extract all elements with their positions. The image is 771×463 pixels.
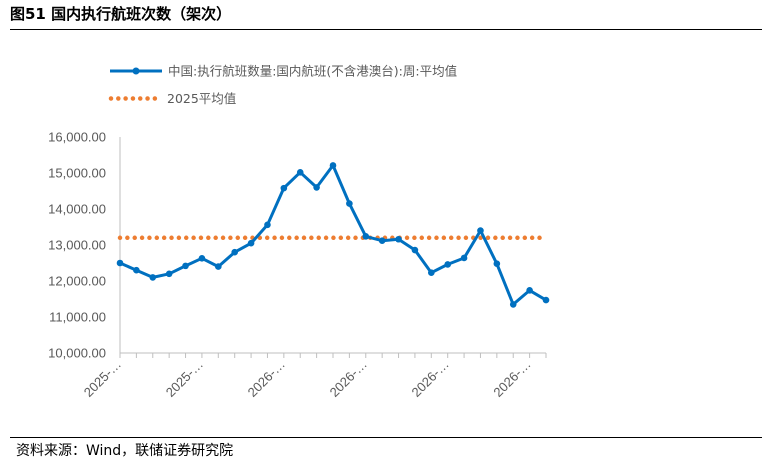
series-point	[296, 168, 304, 176]
series-point	[280, 184, 288, 192]
series-point	[395, 235, 402, 243]
series-point	[116, 259, 124, 267]
series-point	[509, 301, 517, 308]
series-point	[378, 237, 386, 244]
series-point	[411, 246, 419, 254]
series-point	[460, 254, 468, 262]
series-point	[362, 233, 370, 240]
y-tick-label: 14,000.00	[48, 202, 106, 217]
series-point	[165, 270, 173, 278]
series-point	[133, 266, 140, 274]
legend-label-series-0: 中国:执行航班数量:国内航班(不含港澳台):周:平均值	[168, 64, 457, 79]
x-tick-label: 2025-…	[163, 357, 206, 400]
series-point	[264, 221, 271, 229]
legend: 中国:执行航班数量:国内航班(不含港澳台):周:平均值 2025平均值	[108, 64, 457, 106]
y-tick-label: 16,000.00	[48, 130, 106, 145]
series-point	[231, 248, 238, 256]
series-point	[346, 200, 353, 207]
series-point	[493, 260, 501, 268]
series-point	[526, 287, 533, 294]
legend-label-series-1: 2025平均值	[167, 91, 236, 106]
x-tick-label: 2026-…	[245, 357, 288, 400]
x-tick-label: 2025-…	[81, 357, 124, 400]
y-tick-label: 12,000.00	[48, 274, 106, 289]
series-point	[182, 262, 189, 270]
series-point	[444, 261, 451, 268]
source-note: 资料来源：Wind，联储证券研究院	[16, 443, 234, 459]
series-point	[542, 296, 550, 304]
series-point	[198, 255, 206, 262]
y-tick-label: 11,000.00	[49, 310, 106, 325]
x-axis: 2025-… 2025-… 2026-… 2026-… 2026-… 2026-…	[81, 352, 547, 400]
x-tick-label: 2026-…	[327, 357, 370, 400]
x-tick-label: 2026-…	[409, 357, 452, 400]
series-point	[247, 239, 255, 247]
series-point	[428, 269, 435, 277]
y-tick-label: 13,000.00	[48, 238, 106, 253]
page-title: 图51 国内执行航班次数（架次）	[10, 5, 232, 23]
series-point	[149, 274, 157, 281]
plot-area	[116, 162, 550, 308]
series-point	[215, 263, 222, 270]
y-tick-label: 10,000.00	[48, 346, 106, 361]
series-point	[329, 162, 337, 169]
series-point	[313, 184, 320, 191]
x-tick-label: 2026-…	[490, 357, 533, 400]
legend-marker-series-0	[132, 67, 140, 75]
footer-divider	[10, 437, 762, 438]
series-point	[477, 227, 484, 234]
y-axis: 16,000.00 15,000.00 14,000.00 13,000.00 12,0…	[48, 130, 121, 361]
y-tick-label: 15,000.00	[48, 166, 106, 181]
title-divider	[10, 29, 762, 30]
series-line	[119, 163, 547, 306]
